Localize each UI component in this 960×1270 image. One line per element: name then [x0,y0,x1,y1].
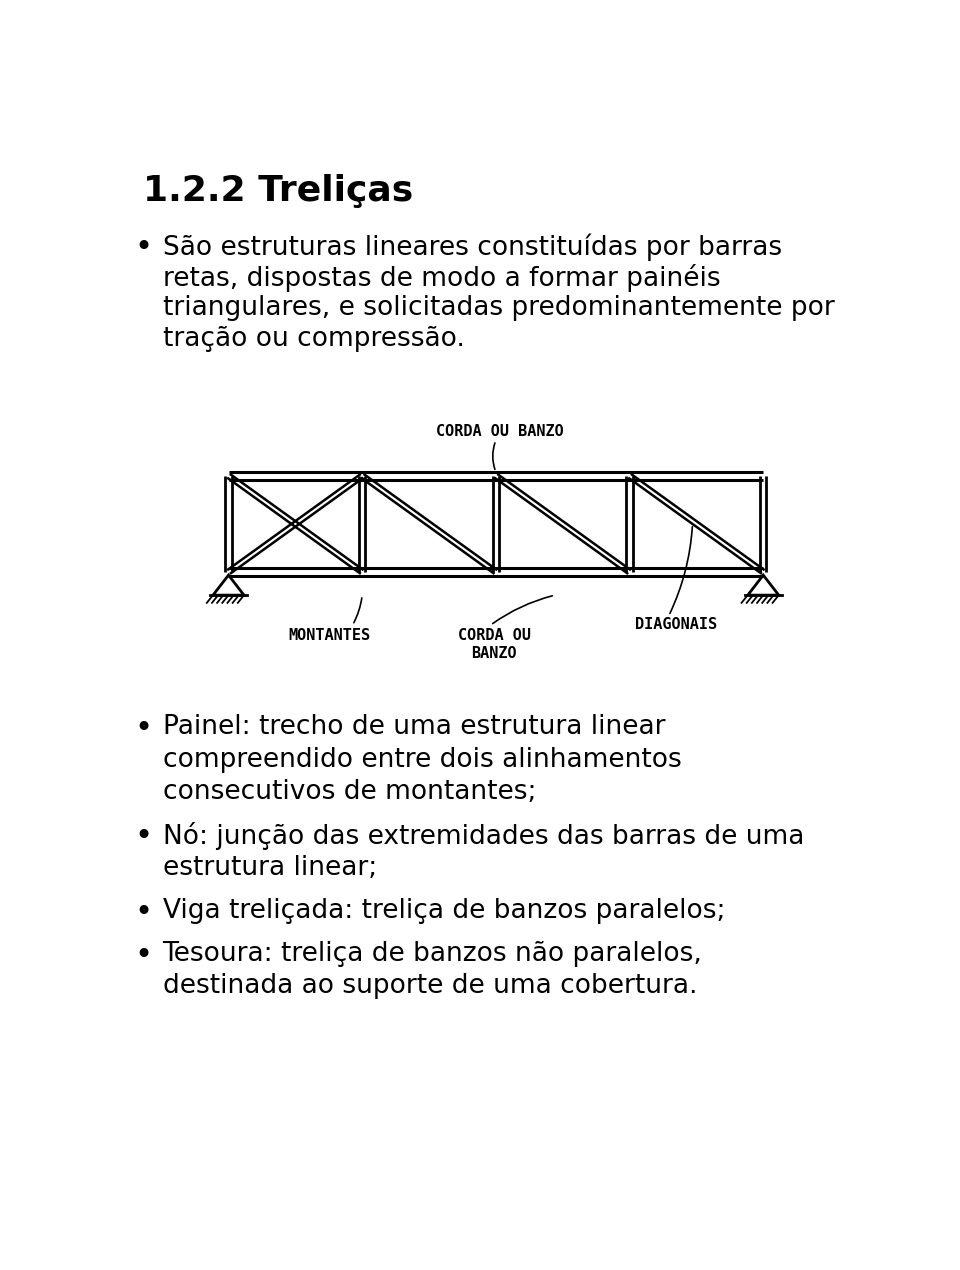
Text: Nó: junção das extremidades das barras de uma: Nó: junção das extremidades das barras d… [162,822,804,851]
Text: •: • [134,234,152,262]
Text: compreendido entre dois alinhamentos: compreendido entre dois alinhamentos [162,747,682,773]
Text: Viga treliçada: treliça de banzos paralelos;: Viga treliçada: treliça de banzos parale… [162,898,725,923]
Text: •: • [134,715,152,743]
Text: Painel: trecho de uma estrutura linear: Painel: trecho de uma estrutura linear [162,715,665,740]
Text: estrutura linear;: estrutura linear; [162,855,377,880]
Text: MONTANTES: MONTANTES [288,629,371,644]
Text: 1.2.2 Treliças: 1.2.2 Treliças [143,174,414,208]
Text: retas, dispostas de modo a formar painéis: retas, dispostas de modo a formar painéi… [162,264,720,292]
Text: •: • [134,941,152,970]
Text: CORDA OU
BANZO: CORDA OU BANZO [458,629,531,660]
Text: triangulares, e solicitadas predominantemente por: triangulares, e solicitadas predominante… [162,295,834,321]
Text: •: • [134,822,152,851]
Text: tração ou compressão.: tração ou compressão. [162,325,465,352]
Text: São estruturas lineares constituídas por barras: São estruturas lineares constituídas por… [162,234,781,260]
Text: CORDA OU BANZO: CORDA OU BANZO [436,424,564,439]
Text: Tesoura: treliça de banzos não paralelos,: Tesoura: treliça de banzos não paralelos… [162,941,703,966]
Text: DIAGONAIS: DIAGONAIS [636,617,717,632]
Text: consecutivos de montantes;: consecutivos de montantes; [162,780,536,805]
Text: destinada ao suporte de uma cobertura.: destinada ao suporte de uma cobertura. [162,973,697,999]
Text: •: • [134,898,152,927]
